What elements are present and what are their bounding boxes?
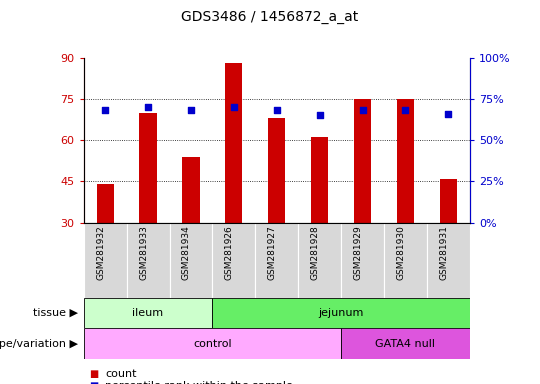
Bar [341, 328, 470, 359]
Bar [84, 223, 126, 298]
Bar [268, 118, 285, 223]
Point [444, 111, 453, 117]
Bar [225, 63, 242, 223]
Point [230, 104, 238, 110]
Text: tissue ▶: tissue ▶ [33, 308, 78, 318]
Bar [97, 184, 114, 223]
Point [187, 108, 195, 114]
Text: GATA4 null: GATA4 null [375, 339, 435, 349]
Bar [440, 179, 457, 223]
Point [273, 108, 281, 114]
Bar [384, 223, 427, 298]
Text: control: control [193, 339, 232, 349]
Text: GSM281932: GSM281932 [96, 225, 105, 280]
Point [401, 108, 410, 114]
Text: GSM281930: GSM281930 [396, 225, 406, 280]
Bar [298, 223, 341, 298]
Bar [126, 223, 170, 298]
Text: count: count [105, 369, 137, 379]
Point [101, 108, 110, 114]
Bar [183, 157, 200, 223]
Bar [341, 223, 384, 298]
Bar [139, 113, 157, 223]
Bar [84, 298, 212, 328]
Point [358, 108, 367, 114]
Text: GSM281934: GSM281934 [182, 225, 191, 280]
Text: GSM281933: GSM281933 [139, 225, 148, 280]
Bar [354, 99, 371, 223]
Text: genotype/variation ▶: genotype/variation ▶ [0, 339, 78, 349]
Text: ■: ■ [89, 381, 98, 384]
Text: GSM281929: GSM281929 [354, 225, 362, 280]
Text: GSM281931: GSM281931 [440, 225, 448, 280]
Text: jejunum: jejunum [319, 308, 364, 318]
Point [315, 112, 324, 118]
Bar [212, 223, 255, 298]
Text: percentile rank within the sample: percentile rank within the sample [105, 381, 293, 384]
Bar [84, 328, 341, 359]
Text: GSM281926: GSM281926 [225, 225, 234, 280]
Bar [311, 137, 328, 223]
Text: ileum: ileum [132, 308, 164, 318]
Text: GSM281927: GSM281927 [268, 225, 277, 280]
Bar [212, 298, 470, 328]
Text: GSM281928: GSM281928 [310, 225, 320, 280]
Point [144, 104, 152, 110]
Text: GDS3486 / 1456872_a_at: GDS3486 / 1456872_a_at [181, 10, 359, 24]
Text: ■: ■ [89, 369, 98, 379]
Bar [397, 99, 414, 223]
Bar [427, 223, 470, 298]
Bar [170, 223, 212, 298]
Bar [255, 223, 298, 298]
